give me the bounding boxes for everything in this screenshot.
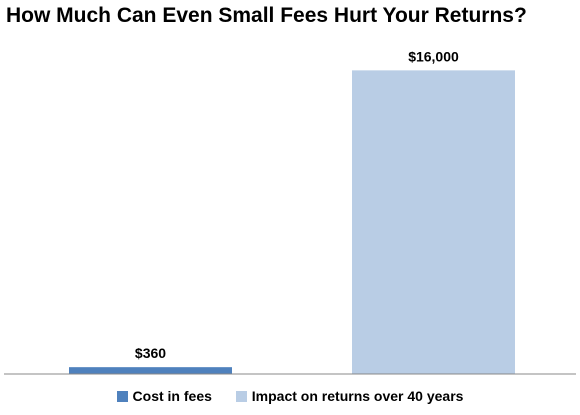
legend-item-impact-on-returns: Impact on returns over 40 years — [235, 388, 464, 404]
legend-label-impact-on-returns: Impact on returns over 40 years — [251, 388, 464, 404]
legend-item-cost-in-fees: Cost in fees — [116, 388, 212, 404]
data-label-cost-in-fees: $360 — [135, 345, 166, 361]
legend-label-cost-in-fees: Cost in fees — [132, 388, 212, 404]
plot-area: $360 $16,000 — [4, 48, 576, 375]
legend: Cost in fees Impact on returns over 40 y… — [0, 388, 580, 405]
chart-title: How Much Can Even Small Fees Hurt Your R… — [6, 4, 527, 27]
bar-impact-on-returns — [352, 70, 515, 374]
legend-swatch-impact-on-returns — [235, 390, 247, 402]
legend-swatch-cost-in-fees — [116, 390, 128, 402]
data-label-impact-on-returns: $16,000 — [408, 48, 459, 64]
bar-cost-in-fees — [69, 367, 232, 374]
